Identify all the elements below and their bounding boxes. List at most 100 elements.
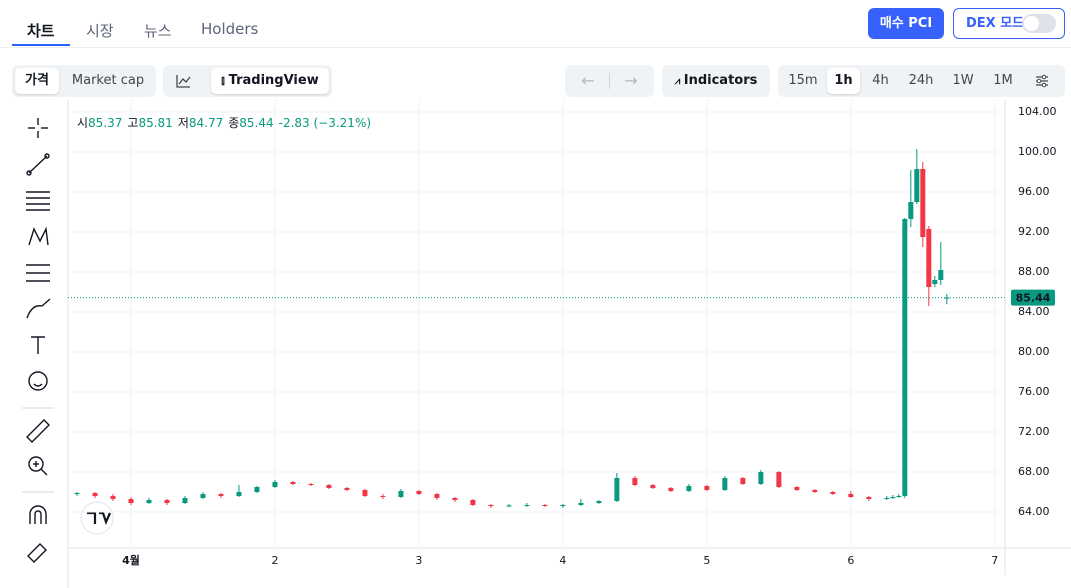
y-tick-label: 80.00 <box>1018 345 1050 358</box>
line-chart-icon[interactable] <box>175 73 191 89</box>
y-tick-label: 76.00 <box>1018 385 1050 398</box>
legend-value: 85.37 <box>88 116 123 130</box>
candle-body <box>944 297 950 299</box>
y-tick-label: 92.00 <box>1018 225 1050 238</box>
crosshair-tool[interactable] <box>28 118 48 138</box>
interval-button[interactable]: 15m <box>788 73 818 88</box>
undo-button[interactable]: ← <box>581 71 595 90</box>
candle-body <box>908 202 914 219</box>
candle-body <box>578 503 584 505</box>
separator <box>609 73 610 89</box>
candle-body <box>914 169 920 202</box>
toggle[interactable] <box>1022 14 1056 33</box>
interval-button[interactable]: 1W <box>952 73 974 88</box>
chart-style-group: ⫾ TradingView <box>163 65 332 97</box>
legend-key: 저 <box>177 116 189 130</box>
undo-redo-group: ← → <box>565 65 654 97</box>
buy-button[interactable]: 매수 PCI <box>868 8 944 39</box>
magnet-tool[interactable] <box>29 505 47 524</box>
candle-body <box>866 497 872 499</box>
tab[interactable]: 시장 <box>86 22 114 40</box>
candle-body <box>938 270 944 280</box>
candle-body <box>668 488 674 491</box>
tab[interactable]: 차트 <box>27 22 55 40</box>
candle-body <box>254 487 260 492</box>
y-tick-label: 88.00 <box>1018 265 1050 278</box>
price-mode-button[interactable]: 가격 <box>15 68 59 94</box>
candle-body <box>596 501 602 503</box>
settings-icon[interactable] <box>1034 73 1050 89</box>
legend-key: 시 <box>77 116 89 130</box>
candle-body <box>920 169 926 237</box>
legend-value: 85.44 <box>239 116 274 130</box>
zoom-tool[interactable] <box>28 456 48 476</box>
candle-body <box>182 498 188 503</box>
indicators-label: Indicators <box>683 73 758 88</box>
brush-tool[interactable] <box>26 298 51 319</box>
ohlc-legend: 시85.37 고85.81 저84.77 종85.44 -2.83 (−3.21%) <box>77 114 371 131</box>
candle-body <box>704 486 710 490</box>
candle-body <box>524 505 530 506</box>
legend-change: -2.83 (−3.21%) <box>278 116 372 130</box>
candle-body <box>326 485 332 488</box>
interval-button[interactable]: 1h <box>827 68 860 94</box>
candle-body <box>848 494 854 497</box>
candle-body <box>506 505 512 507</box>
candle-body <box>308 484 314 485</box>
trendline-tool[interactable] <box>26 153 50 176</box>
y-tick-label: 72.00 <box>1018 425 1050 438</box>
interval-button[interactable]: 24h <box>908 73 934 88</box>
lock-tool[interactable] <box>27 543 47 563</box>
indicators-button[interactable]: ⩘ Indicators <box>674 73 758 88</box>
candle-body <box>650 485 656 488</box>
text-tool[interactable] <box>31 336 45 354</box>
candle-body <box>884 498 890 499</box>
redo-button[interactable]: → <box>624 71 638 90</box>
tradingview-logo[interactable] <box>80 501 114 535</box>
candle-body <box>830 492 836 494</box>
fib-tool[interactable] <box>26 191 50 211</box>
candle-body <box>380 496 386 497</box>
active-tab-underline <box>12 44 70 46</box>
candle-body <box>74 493 80 494</box>
x-tick-label: 7 <box>991 554 998 567</box>
x-tick-label: 2 <box>271 554 278 567</box>
y-tick-label: 64.00 <box>1018 505 1050 518</box>
indicators-group: ⩘ Indicators <box>662 65 770 97</box>
candle-body <box>218 494 224 496</box>
toggle-knob <box>1024 16 1039 31</box>
x-tick-label: 4 <box>559 554 566 567</box>
divider <box>0 47 1071 48</box>
candle-body <box>398 491 404 497</box>
emoji-tool[interactable] <box>28 371 48 391</box>
y-tick-label: 100.00 <box>1018 145 1057 158</box>
forecast-tool[interactable] <box>26 264 50 282</box>
candle-body <box>416 491 422 494</box>
price-mode-group: 가격 Market cap <box>12 65 156 97</box>
interval-button[interactable]: 1M <box>993 73 1013 88</box>
price-mode-button[interactable]: Market cap <box>71 73 145 88</box>
candle-body <box>560 505 566 506</box>
tab[interactable]: Holders <box>201 20 259 38</box>
candle-body <box>236 492 242 496</box>
candle-body <box>902 219 908 496</box>
x-tick-label: 4월 <box>122 553 140 567</box>
interval-button[interactable]: 4h <box>872 73 889 88</box>
candle-body <box>92 493 98 496</box>
candle-body <box>434 494 440 498</box>
dex-mode-button[interactable]: DEX 모드 <box>953 8 1065 39</box>
tab[interactable]: 뉴스 <box>144 22 172 40</box>
pattern-tool[interactable] <box>28 226 49 246</box>
candle-body <box>758 472 764 484</box>
y-tick-label: 84.00 <box>1018 305 1050 318</box>
candle-body <box>470 500 476 505</box>
candle-body <box>890 497 896 498</box>
candle-body <box>128 499 134 503</box>
legend-key: 종 <box>228 116 240 130</box>
x-tick-label: 3 <box>415 554 422 567</box>
candle-body <box>290 482 296 484</box>
chart-style-button[interactable]: ⫾ TradingView <box>211 68 329 94</box>
ruler-tool[interactable] <box>26 419 50 443</box>
